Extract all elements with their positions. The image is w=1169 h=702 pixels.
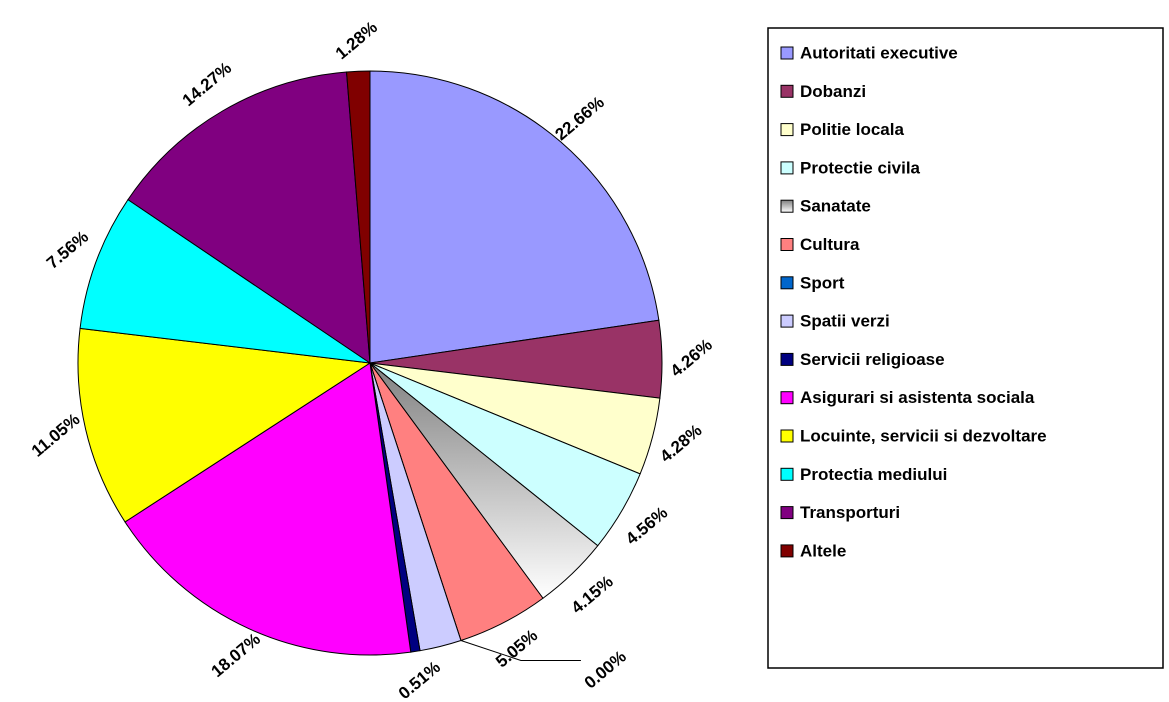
legend-swatch xyxy=(780,161,794,175)
leader-line xyxy=(460,640,581,661)
legend-swatch xyxy=(780,467,794,481)
pie-slice xyxy=(77,327,372,523)
legend-label: Dobanzi xyxy=(800,82,866,101)
data-label: 0.00% xyxy=(581,647,630,693)
legend-swatch xyxy=(780,544,794,558)
data-label: 1.28% xyxy=(332,18,381,64)
pie-slice xyxy=(79,198,371,364)
legend-label: Sport xyxy=(800,273,845,292)
legend-label: Altele xyxy=(800,541,846,560)
data-label: 11.05% xyxy=(28,410,84,461)
data-label: 5.05% xyxy=(492,626,541,672)
pie-slice xyxy=(124,362,412,656)
data-label: 14.27% xyxy=(179,58,235,110)
pie-slice xyxy=(127,71,371,364)
legend-label: Protectie civila xyxy=(800,158,921,177)
legend-swatch xyxy=(780,391,794,405)
data-label: 4.26% xyxy=(667,335,716,381)
data-label: 4.56% xyxy=(622,503,671,549)
data-label: 0.51% xyxy=(395,658,444,702)
data-label: 4.28% xyxy=(656,421,705,467)
data-label: 22.66% xyxy=(552,93,608,145)
pie-slice xyxy=(369,70,660,364)
legend-swatch xyxy=(780,352,794,366)
legend-label: Asigurari si asistenta sociala xyxy=(800,388,1035,407)
pie-slice xyxy=(346,70,371,364)
legend-swatch xyxy=(780,84,794,98)
legend-swatch xyxy=(780,506,794,520)
legend-box xyxy=(767,27,1164,669)
data-label: 18.07% xyxy=(208,629,264,681)
legend-swatch xyxy=(780,123,794,137)
legend-label: Spatii verzi xyxy=(800,312,890,331)
legend-label: Cultura xyxy=(800,235,860,254)
legend-label: Transporturi xyxy=(800,503,900,522)
legend-label: Politie locala xyxy=(800,120,904,139)
legend-label: Sanatate xyxy=(800,197,871,216)
legend-label: Locuinte, servicii si dezvoltare xyxy=(800,426,1047,445)
legend-swatch xyxy=(780,314,794,328)
legend-label: Autoritati executive xyxy=(800,43,958,62)
legend-label: Protectia mediului xyxy=(800,465,947,484)
legend-swatch xyxy=(780,238,794,251)
data-label: 7.56% xyxy=(43,227,92,273)
legend-label: Servicii religioase xyxy=(800,350,945,369)
legend-swatch xyxy=(780,46,794,60)
data-label: 4.15% xyxy=(568,572,617,618)
legend-swatch xyxy=(780,429,794,443)
legend-swatch xyxy=(780,276,794,290)
legend-swatch xyxy=(780,199,794,213)
